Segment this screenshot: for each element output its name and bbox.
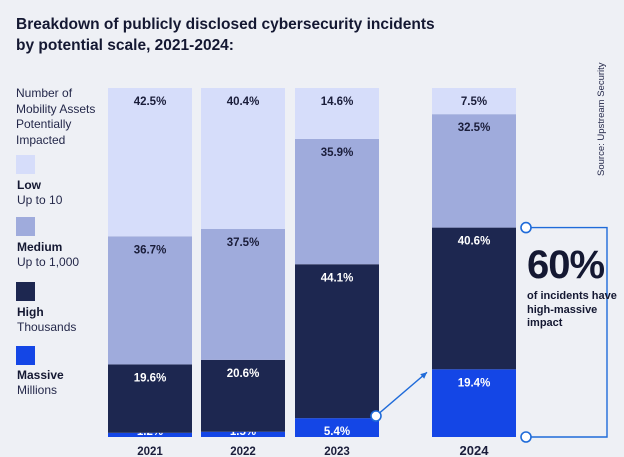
bar-high-2021 bbox=[108, 364, 192, 433]
data-label-massive-2023: 5.4% bbox=[324, 426, 350, 438]
bar-high-2024 bbox=[432, 227, 516, 370]
legend-label-medium: Medium bbox=[17, 240, 63, 254]
x-tick-label-2022: 2022 bbox=[230, 446, 256, 457]
chart-title: Breakdown of publicly disclosed cybersec… bbox=[16, 16, 435, 54]
data-label-medium-2024: 32.5% bbox=[458, 122, 491, 134]
bar-medium-2022 bbox=[201, 229, 285, 360]
data-label-high-2022: 20.6% bbox=[227, 368, 260, 380]
data-label-medium-2023: 35.9% bbox=[321, 147, 354, 159]
legend-label-massive: Massive bbox=[17, 368, 64, 382]
legend-swatch-massive bbox=[16, 346, 35, 365]
bar-medium-2023 bbox=[295, 138, 379, 265]
callout-description: of incidents have high-massive impact bbox=[527, 290, 617, 329]
bar-massive-2024 bbox=[432, 369, 516, 437]
legend-swatch-medium bbox=[16, 217, 35, 236]
trend-arrow-line bbox=[375, 371, 428, 417]
data-label-low-2022: 40.4% bbox=[227, 96, 260, 108]
legend-swatch-low bbox=[16, 155, 35, 174]
legend-range-massive: Millions bbox=[17, 383, 58, 397]
legend-range-low: Up to 10 bbox=[17, 193, 63, 207]
data-label-massive-2024: 19.4% bbox=[458, 377, 491, 389]
legend-swatch-high bbox=[16, 282, 35, 301]
data-label-medium-2021: 36.7% bbox=[134, 244, 167, 256]
bar-medium-2021 bbox=[108, 236, 192, 365]
data-label-low-2021: 42.5% bbox=[134, 96, 167, 108]
legend-label-high: High bbox=[17, 305, 44, 319]
bar-low-2024 bbox=[432, 88, 516, 115]
bar-high-2022 bbox=[201, 359, 285, 432]
x-tick-label-2024: 2024 bbox=[460, 443, 490, 457]
bar-low-2021 bbox=[108, 88, 192, 237]
callout-dot-top bbox=[520, 221, 532, 234]
data-label-low-2023: 14.6% bbox=[321, 96, 354, 108]
trend-arrow-start-dot bbox=[370, 410, 382, 422]
callout-dot-bottom bbox=[520, 431, 532, 443]
callout-percentage: 60% bbox=[527, 243, 605, 287]
data-label-high-2023: 44.1% bbox=[321, 272, 354, 284]
trend-arrow-head bbox=[420, 372, 427, 379]
x-tick-label-2021: 2021 bbox=[137, 446, 163, 457]
bar-low-2022 bbox=[201, 88, 285, 229]
data-label-low-2024: 7.5% bbox=[461, 96, 487, 108]
bar-massive-2023 bbox=[295, 418, 379, 437]
data-label-high-2021: 19.6% bbox=[134, 372, 167, 384]
legend-title: Number of Mobility Assets Potentially Im… bbox=[16, 86, 96, 147]
legend-label-low: Low bbox=[17, 178, 41, 192]
bar-low-2023 bbox=[295, 88, 379, 139]
legend-range-high: Thousands bbox=[17, 320, 77, 334]
data-label-medium-2022: 37.5% bbox=[227, 237, 260, 249]
legend-range-medium: Up to 1,000 bbox=[17, 255, 80, 269]
x-tick-label-2023: 2023 bbox=[324, 446, 350, 457]
data-label-high-2024: 40.6% bbox=[458, 236, 491, 248]
bar-massive-2022 bbox=[201, 431, 285, 437]
callout-bracket bbox=[526, 226, 608, 438]
bar-massive-2021 bbox=[108, 432, 192, 437]
bar-high-2023 bbox=[295, 264, 379, 419]
bar-medium-2024 bbox=[432, 114, 516, 228]
